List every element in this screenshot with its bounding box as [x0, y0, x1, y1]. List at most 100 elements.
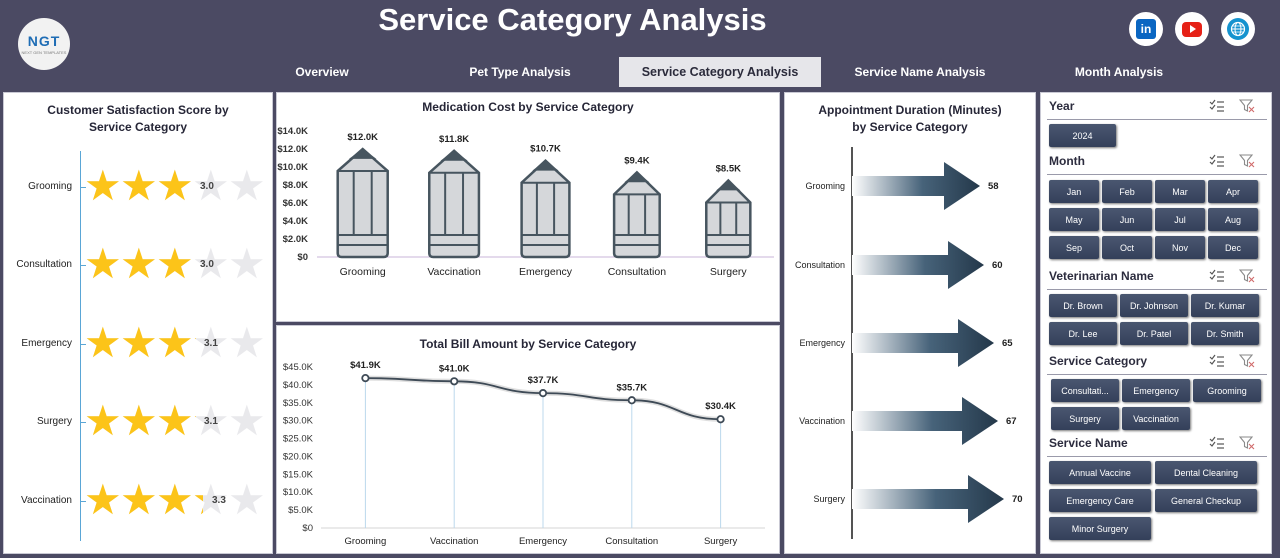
slicer-button-veterinarian[interactable]: Dr. Smith — [1191, 322, 1259, 345]
tab-service-name-analysis[interactable]: Service Name Analysis — [854, 65, 986, 79]
appointment-duration-panel: Appointment Duration (Minutes) by Servic… — [784, 92, 1036, 554]
star-fill: ★ — [120, 479, 156, 523]
star-icon-filled: ★ — [84, 243, 120, 287]
star-fill: ★ — [120, 400, 156, 444]
bill-category-label: Vaccination — [430, 536, 478, 547]
star-icon: ★ — [120, 162, 158, 209]
y-tick-label: $30.0K — [283, 416, 314, 427]
slicer-tools-year — [1209, 99, 1255, 115]
multi-select-icon[interactable] — [1209, 154, 1225, 173]
star-fill: ★ — [156, 400, 192, 444]
pencil-tip — [716, 180, 741, 191]
tab-service-category-analysis[interactable]: Service Category Analysis — [619, 57, 821, 87]
multi-select-icon[interactable] — [1209, 269, 1225, 288]
star-icon: ★ — [228, 162, 266, 209]
website-button[interactable] — [1221, 12, 1255, 46]
medication-bar — [520, 159, 571, 259]
medication-bar — [428, 149, 481, 259]
bill-data-point — [538, 389, 548, 398]
slicer-button-month[interactable]: May — [1049, 208, 1099, 231]
slicer-button-service-category[interactable]: Vaccination — [1122, 407, 1190, 430]
y-tick-label: $14.0K — [277, 126, 308, 137]
slicer-button-service-name[interactable]: Emergency Care — [1049, 489, 1151, 512]
slicer-button-month[interactable]: Jun — [1102, 208, 1152, 231]
slicer-button-year[interactable]: 2024 — [1049, 124, 1116, 147]
slicer-button-month[interactable]: Dec — [1208, 236, 1258, 259]
multi-select-icon[interactable] — [1209, 436, 1225, 455]
tab-pet-type-analysis[interactable]: Pet Type Analysis — [469, 65, 571, 79]
medication-category-label: Vaccination — [427, 266, 481, 278]
clear-filter-icon[interactable] — [1238, 354, 1255, 373]
satisfaction-row-label: Emergency — [21, 338, 72, 349]
slicer-button-service-category[interactable]: Consultati... — [1051, 379, 1119, 402]
star-fill: ★ — [84, 400, 120, 444]
youtube-button[interactable] — [1175, 12, 1209, 46]
brand-logo: NGT NEXT GEN TEMPLATES — [18, 18, 70, 70]
duration-data-label: 70 — [1012, 494, 1023, 505]
y-tick-label: $20.0K — [283, 451, 314, 462]
multi-select-icon[interactable] — [1209, 99, 1225, 118]
slicer-button-month[interactable]: Sep — [1049, 236, 1099, 259]
appointment-duration-chart: Grooming 58 Consultation 60 Emergency 65 Vacci… — [795, 147, 1023, 539]
star-icon-filled: ★ — [156, 165, 192, 209]
star-icon-filled: ★ — [84, 165, 120, 209]
slicer-button-service-name[interactable]: Annual Vaccine — [1049, 461, 1151, 484]
star-fill: ★ — [120, 322, 156, 366]
clear-filter-icon[interactable] — [1238, 269, 1255, 288]
linkedin-button[interactable]: in — [1129, 12, 1163, 46]
clear-filter-icon[interactable] — [1238, 436, 1255, 455]
clear-filter-icon[interactable] — [1238, 154, 1255, 173]
slicer-tools-service-category — [1209, 354, 1255, 370]
slicer-button-service-category[interactable]: Emergency — [1122, 379, 1190, 402]
youtube-icon — [1182, 21, 1202, 37]
slicer-button-month[interactable]: Apr — [1208, 180, 1258, 203]
total-bill-panel: Total Bill Amount by Service Category $0… — [276, 325, 780, 554]
star-icon-filled: ★ — [192, 479, 203, 521]
slicer-button-month[interactable]: Jul — [1155, 208, 1205, 231]
star-fill: ★ — [156, 322, 192, 366]
pencil-body — [428, 149, 481, 259]
tab-month-analysis[interactable]: Month Analysis — [1074, 65, 1164, 79]
bill-chart-title: Total Bill Amount by Service Category — [419, 337, 637, 351]
slicer-button-service-name[interactable]: Minor Surgery — [1049, 517, 1151, 540]
duration-arrow — [852, 319, 994, 367]
star-icon-filled: ★ — [192, 400, 196, 442]
star-icon: ★ — [120, 476, 158, 523]
duration-arrow — [852, 475, 1004, 523]
y-tick-label: $12.0K — [277, 144, 308, 155]
logo-text: NGT — [27, 32, 61, 49]
slicer-title-month: Month — [1049, 154, 1085, 168]
slicer-button-service-category[interactable]: Surgery — [1051, 407, 1119, 430]
satisfaction-score-value: 3.1 — [204, 338, 218, 349]
slicer-button-month[interactable]: Mar — [1155, 180, 1205, 203]
slicer-button-veterinarian[interactable]: Dr. Brown — [1049, 294, 1117, 317]
slicer-button-veterinarian[interactable]: Dr. Patel — [1120, 322, 1188, 345]
slicer-button-service-name[interactable]: Dental Cleaning — [1155, 461, 1257, 484]
slicer-tools-veterinarian — [1209, 269, 1255, 285]
slicer-button-veterinarian[interactable]: Dr. Lee — [1049, 322, 1117, 345]
clear-filter-icon[interactable] — [1238, 99, 1255, 118]
tab-overview[interactable]: Overview — [295, 65, 349, 79]
pencil-body — [520, 159, 571, 259]
multi-select-icon[interactable] — [1209, 354, 1225, 373]
slicer-button-service-name[interactable]: General Checkup — [1155, 489, 1257, 512]
slicer-button-month[interactable]: Nov — [1155, 236, 1205, 259]
slicer-separator — [1047, 119, 1267, 120]
star-icon-filled: ★ — [120, 479, 156, 523]
duration-arrow — [852, 241, 984, 289]
y-tick-label: $4.0K — [283, 216, 308, 227]
star-fill: ★ — [156, 479, 192, 523]
slicer-button-month[interactable]: Jan — [1049, 180, 1099, 203]
medication-bar — [336, 147, 389, 259]
satisfaction-tick — [80, 344, 86, 345]
star-icon: ★ — [120, 240, 158, 287]
slicer-button-service-category[interactable]: Grooming — [1193, 379, 1261, 402]
slicer-button-month[interactable]: Feb — [1102, 180, 1152, 203]
satisfaction-row-label: Consultation — [16, 259, 72, 270]
pencil-tip — [624, 172, 650, 183]
satisfaction-row-label: Vaccination — [21, 495, 72, 506]
slicer-button-veterinarian[interactable]: Dr. Kumar — [1191, 294, 1259, 317]
slicer-button-month[interactable]: Aug — [1208, 208, 1258, 231]
slicer-button-veterinarian[interactable]: Dr. Johnson — [1120, 294, 1188, 317]
slicer-button-month[interactable]: Oct — [1102, 236, 1152, 259]
